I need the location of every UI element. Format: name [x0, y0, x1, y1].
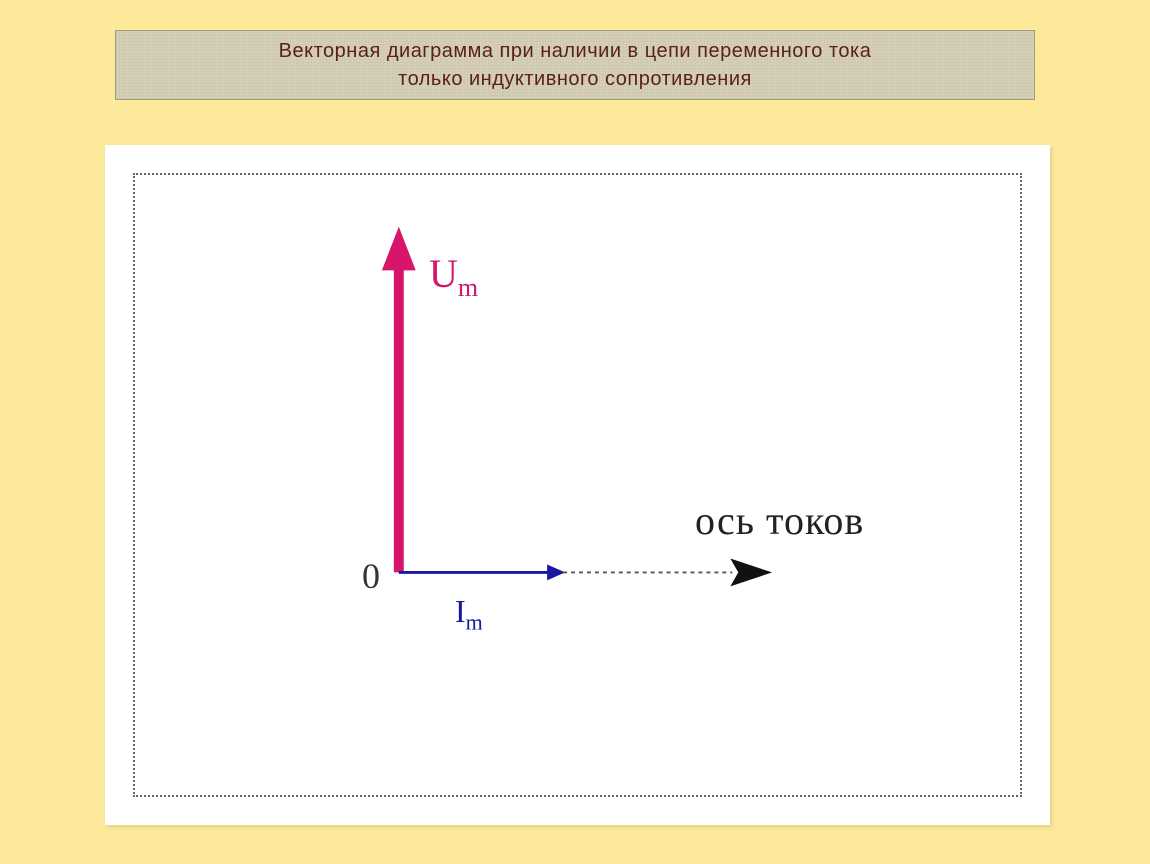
current-label-main: I	[455, 593, 466, 629]
current-vector-arrowhead	[547, 564, 565, 580]
title-banner: Векторная диаграмма при наличии в цепи п…	[115, 30, 1035, 100]
diagram-frame: 0 Um Im ось токов	[133, 173, 1022, 797]
title-line-1: Векторная диаграмма при наличии в цепи п…	[279, 37, 872, 65]
current-label-sub: m	[466, 609, 483, 634]
current-axis-label: ось токов	[695, 497, 864, 544]
voltage-vector-label: Um	[429, 250, 478, 303]
voltage-vector-arrowhead	[382, 227, 416, 271]
voltage-vector	[382, 227, 416, 573]
current-vector-label: Im	[455, 593, 483, 635]
current-vector	[399, 564, 565, 580]
current-axis-arrowhead	[730, 559, 772, 587]
title-line-2: только индуктивного сопротивления	[398, 65, 752, 93]
current-axis	[563, 559, 772, 587]
voltage-label-sub: m	[458, 273, 478, 302]
origin-label: 0	[362, 555, 380, 597]
diagram-panel: 0 Um Im ось токов	[105, 145, 1050, 825]
vector-diagram-svg	[135, 175, 1020, 795]
voltage-label-main: U	[429, 251, 458, 296]
